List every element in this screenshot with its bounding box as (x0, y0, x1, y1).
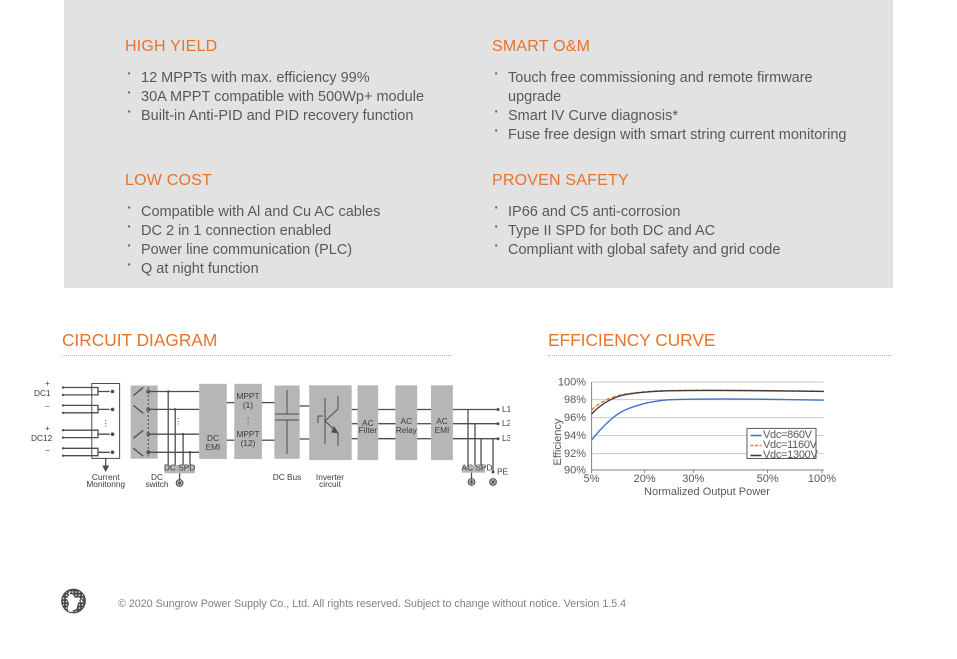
svg-text:Monitoring: Monitoring (86, 479, 125, 489)
svg-text:(12): (12) (241, 438, 256, 448)
svg-text:L2: L2 (502, 418, 510, 428)
svg-text:Filter: Filter (359, 425, 378, 435)
svg-text:50%: 50% (757, 473, 779, 485)
svg-text:92%: 92% (564, 448, 586, 460)
svg-text:DC12: DC12 (31, 433, 53, 443)
svg-text:20%: 20% (634, 473, 656, 485)
svg-text:EMI: EMI (435, 425, 450, 435)
svg-text:5%: 5% (584, 473, 600, 485)
svg-text:⋮: ⋮ (244, 416, 252, 426)
svg-text:100%: 100% (558, 377, 586, 389)
svg-text:DC SPD: DC SPD (164, 463, 195, 473)
svg-text:30%: 30% (682, 473, 704, 485)
svg-text:98%: 98% (564, 394, 586, 406)
svg-text:+: + (45, 378, 50, 388)
svg-text:100%: 100% (808, 473, 836, 485)
svg-text:DC1: DC1 (34, 388, 51, 398)
svg-text:−: − (45, 401, 50, 411)
svg-text:switch: switch (145, 479, 168, 489)
svg-text:circuit: circuit (319, 479, 341, 489)
svg-text:L3: L3 (502, 433, 510, 443)
svg-text:L1: L1 (502, 404, 510, 414)
svg-text:+: + (45, 423, 50, 433)
svg-text:−: − (45, 445, 50, 455)
svg-text:94%: 94% (564, 430, 586, 442)
svg-text:EMI: EMI (206, 442, 221, 452)
svg-text:Efficiency: Efficiency (552, 418, 564, 465)
svg-text:Normalized Output Power: Normalized Output Power (644, 486, 770, 498)
svg-text:DC Bus: DC Bus (273, 472, 302, 482)
svg-text:AC SPD: AC SPD (462, 463, 493, 473)
svg-text:⋮: ⋮ (102, 418, 110, 428)
svg-text:⋮: ⋮ (174, 416, 182, 426)
svg-text:PE: PE (497, 467, 509, 477)
svg-text:Vdc=1300V: Vdc=1300V (763, 449, 818, 461)
svg-text:Relay: Relay (396, 425, 418, 435)
svg-text:(1): (1) (243, 400, 253, 410)
svg-text:96%: 96% (564, 412, 586, 424)
